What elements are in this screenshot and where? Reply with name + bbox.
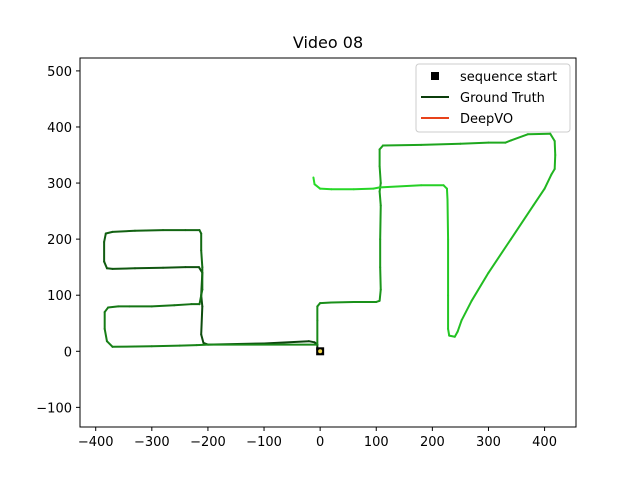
- trajectory-segment: [200, 305, 204, 336]
- trajectory-segment: [504, 139, 512, 144]
- trajectory-group: [103, 132, 557, 356]
- trajectory-segment: [379, 266, 382, 291]
- trajectory-segment: [103, 232, 107, 243]
- trajectory-segment: [312, 176, 316, 186]
- y-tick-label: 200: [47, 233, 72, 248]
- trajectory-segment: [509, 204, 535, 241]
- trajectory-segment: [103, 327, 108, 343]
- y-tick-label: 300: [47, 177, 72, 192]
- trajectory-segment: [162, 266, 187, 269]
- trajectory-segment: [549, 132, 556, 142]
- trajectory-segment: [445, 187, 449, 201]
- y-tick-label: 0: [64, 345, 72, 360]
- legend-start-marker: [431, 72, 439, 80]
- trajectory-segment: [103, 260, 108, 270]
- y-axis: −100 0 100 200 300 400 500: [36, 65, 80, 416]
- trajectory-segment: [459, 141, 490, 145]
- trajectory-segment: [553, 154, 557, 171]
- trajectory-segment: [378, 288, 382, 302]
- trajectory-segment: [111, 267, 136, 270]
- legend-label-ground-truth: Ground Truth: [460, 91, 545, 106]
- sequence-start-dot: [318, 349, 323, 354]
- plot-frame: [79, 57, 577, 428]
- trajectory-segment: [446, 198, 450, 241]
- trajectory-segment: [178, 344, 198, 347]
- y-tick-label: 400: [47, 121, 72, 136]
- trajectory-segment: [200, 333, 205, 344]
- x-tick-label: −100: [246, 435, 282, 450]
- trajectory-segment: [319, 187, 333, 191]
- trajectory-segment: [487, 238, 512, 274]
- chart-title: Video 08: [293, 33, 363, 52]
- legend-frame: [415, 63, 571, 133]
- trajectory-segment: [352, 187, 375, 191]
- trajectory-segment: [379, 204, 382, 241]
- trajectory-segment: [111, 229, 136, 233]
- trajectory-segment: [378, 165, 382, 185]
- trajectory-segment: [111, 345, 153, 348]
- trajectory-segment: [313, 183, 322, 190]
- trajectory-segment: [509, 133, 529, 142]
- y-tick-label: 500: [47, 65, 72, 80]
- trajectory-segment: [133, 266, 165, 270]
- legend: sequence start Ground Truth DeepVO: [415, 63, 571, 133]
- trajectory-segment: [532, 187, 546, 207]
- trajectory-segment: [553, 139, 557, 157]
- legend-label-sequence-start: sequence start: [460, 70, 557, 85]
- x-tick-label: 0: [316, 435, 324, 450]
- x-tick-label: 100: [364, 435, 389, 450]
- legend-label-deepvo: DeepVO: [460, 112, 513, 127]
- trajectory-segment: [381, 143, 423, 147]
- trajectory-segment: [104, 230, 114, 235]
- trajectory-segment: [378, 185, 389, 189]
- trajectory-segment: [543, 173, 553, 190]
- trajectory-segment: [447, 327, 451, 337]
- plot-area: [79, 57, 577, 428]
- trajectory-segment: [550, 168, 556, 176]
- trajectory-segment: [330, 300, 355, 304]
- x-tick-label: 300: [476, 435, 501, 450]
- y-tick-label: −100: [36, 401, 72, 416]
- x-axis: −400 −300 −200 −100 0 100 200 300 400: [78, 427, 557, 450]
- trajectory-segment: [263, 340, 310, 345]
- trajectory-segment: [195, 343, 209, 347]
- x-tick-label: −400: [78, 435, 114, 450]
- trajectory-segment: [526, 132, 552, 136]
- trajectory-segment: [386, 184, 423, 188]
- x-tick-label: −300: [134, 435, 170, 450]
- trajectory-segment: [378, 190, 382, 207]
- x-tick-label: 200: [420, 435, 445, 450]
- trajectory-segment: [107, 305, 120, 309]
- trajectory-segment: [470, 271, 490, 302]
- trajectory-segment: [456, 319, 463, 333]
- x-tick-label: 400: [532, 435, 557, 450]
- trajectory-segment: [198, 288, 204, 306]
- x-tick-label: −200: [190, 435, 226, 450]
- trajectory-segment: [200, 249, 204, 269]
- trajectory-segment: [105, 340, 114, 348]
- trajectory-segment: [420, 142, 462, 146]
- trajectory-segment: [460, 299, 473, 322]
- trajectory-segment: [150, 344, 181, 348]
- y-tick-label: 100: [47, 289, 72, 304]
- trajectory-segment: [319, 301, 333, 305]
- trajectory-segment: [150, 304, 176, 308]
- trajectory-segment: [133, 229, 165, 232]
- trajectory-segment: [173, 303, 193, 307]
